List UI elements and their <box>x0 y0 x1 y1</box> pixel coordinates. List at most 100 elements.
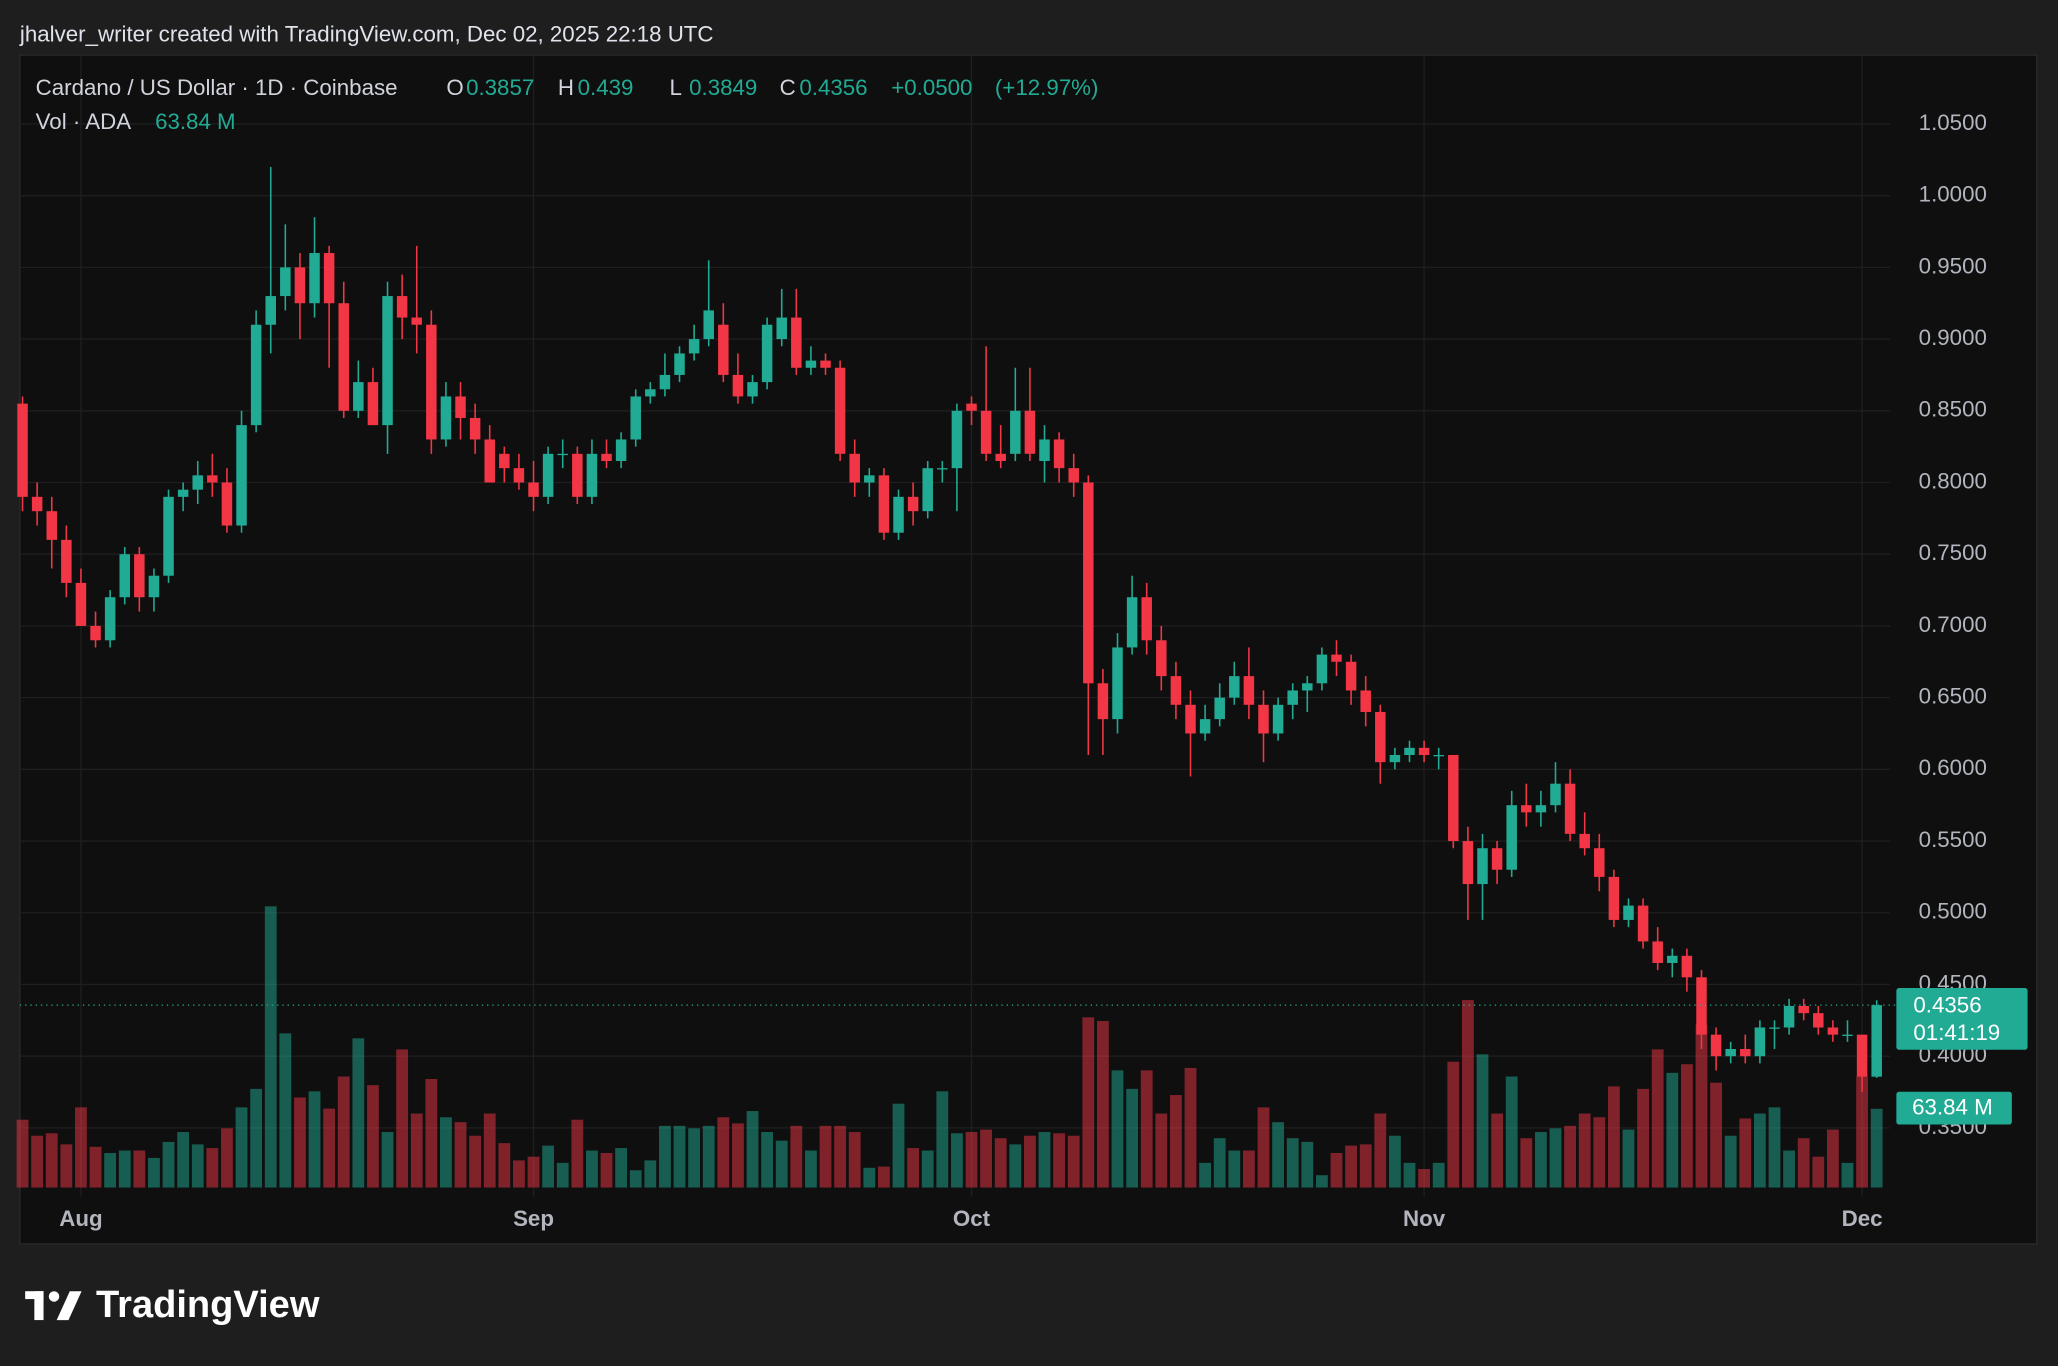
candle-body <box>17 403 28 497</box>
volume-bar <box>571 1119 584 1188</box>
volume-bar <box>615 1148 628 1188</box>
candle-body <box>221 482 233 526</box>
candle-body <box>46 511 57 540</box>
axes: 0.35000.40000.45000.50000.55000.60000.65… <box>19 110 2028 1231</box>
candle-body <box>542 453 554 497</box>
volume-bar <box>1870 1108 1883 1188</box>
candle-body <box>805 360 817 368</box>
candle-body <box>630 396 641 440</box>
volume-bar <box>1155 1113 1168 1188</box>
candle-body <box>1112 647 1123 720</box>
volume-bar <box>1169 1095 1182 1188</box>
volume-bar <box>805 1150 817 1188</box>
candle-body <box>1783 1005 1795 1028</box>
candle-body <box>396 296 408 318</box>
volume-bar <box>425 1078 438 1188</box>
x-tick-label: Oct <box>953 1206 991 1231</box>
volume-bar <box>1856 1076 1868 1188</box>
candle-body <box>1637 905 1649 942</box>
candle-body <box>1623 905 1634 920</box>
candle-body <box>207 475 218 483</box>
y-tick-label: 0.5500 <box>1919 827 1987 852</box>
volume-bar <box>1359 1144 1372 1188</box>
volume-bar <box>1097 1021 1109 1188</box>
candle-body <box>1696 977 1707 1035</box>
candle-body <box>440 396 452 440</box>
candle-body <box>1272 704 1284 734</box>
candle-body <box>878 475 890 533</box>
volume-bar <box>819 1125 832 1188</box>
volume-bar <box>469 1135 482 1188</box>
brand: TradingView <box>96 1284 320 1326</box>
volume-bar <box>600 1153 613 1188</box>
candle-body <box>761 324 773 383</box>
volume-bar <box>483 1113 496 1188</box>
candle-body <box>353 382 364 411</box>
candle-body <box>1331 654 1342 662</box>
candle-body <box>1769 1027 1780 1029</box>
candle-body <box>411 317 422 325</box>
volume-bar <box>89 1146 102 1188</box>
candle-body <box>1097 683 1109 720</box>
volume-bar <box>1680 1064 1693 1188</box>
volume-bar <box>352 1038 365 1188</box>
candle-body <box>1813 1013 1824 1028</box>
candle-body <box>1740 1049 1751 1057</box>
volume-last-label: 63.84 M <box>1912 1095 1993 1120</box>
volume-bar <box>1826 1129 1839 1188</box>
volume-bar <box>381 1132 394 1188</box>
volume-bar <box>629 1170 642 1188</box>
candle-body <box>1141 597 1152 641</box>
y-tick-label: 0.6000 <box>1919 755 1987 780</box>
volume-bar <box>775 1140 788 1188</box>
volume-bar <box>16 1119 29 1188</box>
candle-body <box>791 317 802 368</box>
candle-body <box>849 453 860 483</box>
chart-panel <box>19 54 2038 1245</box>
volume-bar <box>1841 1162 1854 1188</box>
volume-bar <box>221 1128 233 1188</box>
candle-body <box>951 410 963 469</box>
volume-bar <box>1593 1117 1606 1188</box>
price-label-box <box>1896 988 2028 1050</box>
volume-bar <box>1447 1061 1460 1188</box>
volume-bar <box>1286 1138 1299 1188</box>
candle-body <box>1608 876 1620 920</box>
volume-bar <box>1710 1082 1722 1188</box>
volume-bar <box>688 1128 701 1188</box>
candle-body <box>1667 955 1678 963</box>
candle-body <box>323 253 335 304</box>
volume-bar <box>235 1107 248 1188</box>
candle-body <box>192 475 203 490</box>
volume-bar <box>790 1125 803 1188</box>
volume-bar <box>1038 1132 1051 1188</box>
candle-body <box>1243 676 1255 705</box>
volume-bar <box>1783 1150 1795 1188</box>
candle-body <box>820 360 831 368</box>
candle-body <box>75 582 87 626</box>
volume-bar <box>337 1076 350 1188</box>
volume-bar <box>250 1088 263 1188</box>
volume-bar <box>1053 1133 1066 1188</box>
y-tick-label: 0.5000 <box>1919 899 1987 924</box>
volume-bar <box>323 1108 336 1188</box>
volume-bar <box>1637 1088 1649 1188</box>
volume-bar <box>308 1091 321 1188</box>
volume-bar <box>1739 1118 1752 1188</box>
volume-bar <box>644 1160 657 1188</box>
volume-bar <box>1111 1070 1124 1188</box>
candle-body <box>280 267 291 297</box>
candle-body <box>1360 690 1371 712</box>
candle-body <box>265 296 276 325</box>
volume-bar <box>1666 1072 1679 1188</box>
candle-body <box>732 374 744 397</box>
candle-body <box>718 324 729 375</box>
volume-bar <box>732 1123 744 1188</box>
candle-body <box>134 554 145 598</box>
candle-body <box>776 317 787 340</box>
logo-part <box>56 1291 82 1321</box>
candle-body <box>1039 439 1050 461</box>
volume-bar <box>454 1122 467 1188</box>
candle-body <box>1185 704 1196 734</box>
candle-body <box>1535 805 1547 813</box>
